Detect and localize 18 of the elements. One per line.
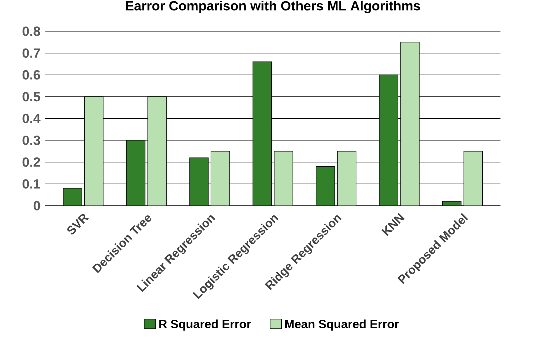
legend-label: R Squared Error	[160, 320, 252, 331]
y-tick-label: 0.6	[22, 70, 40, 80]
y-tick-label: 0.7	[22, 48, 40, 58]
bar	[63, 188, 82, 206]
bar	[379, 74, 398, 206]
y-tick-label: 0.5	[22, 92, 40, 102]
y-tick-label: 0.1	[22, 179, 40, 189]
y-tick-label: 0	[34, 201, 40, 211]
bar	[316, 166, 336, 206]
chart-title: Earror Comparison with Others ML Algorithms	[126, 1, 420, 14]
y-tick-label: 0.3	[22, 136, 40, 146]
y-tick-label: 0.2	[22, 158, 40, 168]
legend-label: Mean Squared Error	[285, 320, 400, 331]
bar	[126, 140, 146, 206]
y-tick-label: 0.4	[22, 114, 41, 124]
y-tick-label: 0.8	[22, 26, 40, 36]
bar	[190, 158, 209, 206]
bar	[252, 62, 272, 206]
